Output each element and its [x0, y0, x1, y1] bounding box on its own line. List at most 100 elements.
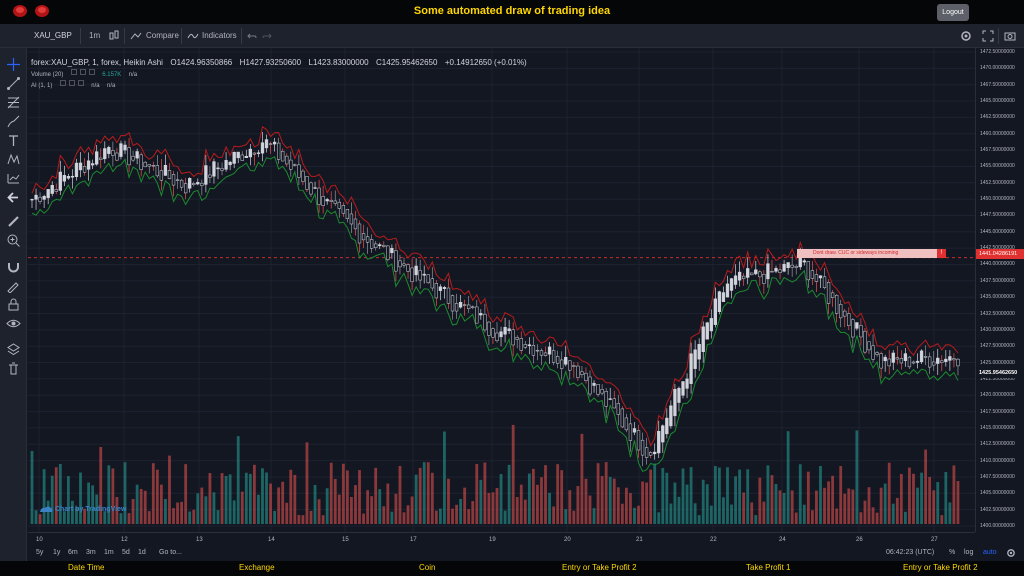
candle-body — [147, 164, 151, 167]
price-chart[interactable] — [28, 48, 975, 532]
volume-bar — [62, 511, 66, 524]
tradingview-watermark[interactable]: Chart by TradingView — [39, 505, 126, 513]
candle-body — [766, 263, 770, 280]
volume-bar — [665, 472, 669, 524]
ruler-icon[interactable] — [6, 214, 21, 229]
range-1d[interactable]: 1d — [138, 549, 146, 556]
eye-icon[interactable] — [59, 79, 66, 86]
logout-button[interactable]: Logout — [937, 4, 969, 21]
candle-body — [681, 381, 685, 396]
back-arrow-icon[interactable] — [6, 190, 21, 205]
volume-bar — [479, 479, 483, 524]
trend-line-icon[interactable] — [6, 76, 21, 91]
range-6m[interactable]: 6m — [68, 549, 78, 556]
candle-body — [709, 318, 713, 332]
crosshair-icon[interactable] — [6, 57, 21, 72]
candle-body — [915, 360, 920, 363]
close-icon[interactable] — [77, 79, 84, 86]
volume-bar — [750, 502, 754, 524]
range-1m[interactable]: 1m — [104, 549, 114, 556]
ai-legend[interactable]: AI (1, 1) n/a n/a — [31, 74, 530, 89]
trade-alert-label[interactable]: Dont draw. CUC or sideways incoming — [797, 249, 937, 258]
range-1y[interactable]: 1y — [53, 549, 61, 556]
text-tool-icon[interactable] — [6, 133, 21, 148]
percent-toggle[interactable]: % — [949, 549, 956, 556]
ai-value: n/a — [91, 83, 100, 89]
price-tick-label: 1462.50000000 — [980, 114, 1015, 121]
candle-body — [463, 304, 467, 306]
candle-body — [394, 250, 398, 272]
main-series-legend[interactable]: forex:XAU_GBP, 1, forex, Heikin Ashi O14… — [31, 52, 530, 67]
settings-icon[interactable] — [68, 79, 75, 86]
time-tick-label: 24 — [779, 537, 786, 543]
compare-icon[interactable] — [130, 24, 142, 48]
interval-selector[interactable]: 1m — [89, 31, 101, 40]
indicators-icon[interactable] — [187, 24, 199, 48]
fullscreen-icon[interactable] — [982, 24, 994, 48]
price-axis[interactable]: 1472.50000000 1470.00000000 1467.50000000 1… — [975, 48, 1024, 532]
candle-body — [107, 147, 111, 154]
settings-icon[interactable] — [1006, 548, 1016, 560]
prediction-tool-icon[interactable] — [6, 171, 21, 186]
lock-icon[interactable] — [6, 297, 21, 312]
eye-icon[interactable] — [6, 316, 21, 331]
candle-body — [155, 165, 159, 177]
chart-type-icon[interactable] — [109, 24, 119, 48]
volume-bar — [273, 510, 277, 524]
compare-button[interactable]: Compare — [146, 31, 179, 40]
volume-bar — [216, 510, 220, 524]
candle-body — [204, 165, 208, 185]
redo-icon[interactable] — [262, 24, 272, 48]
draw-mode-icon[interactable] — [6, 278, 21, 294]
symbol-selector[interactable]: XAU_GBP — [34, 31, 72, 40]
volume-bar — [806, 471, 810, 524]
settings-icon[interactable] — [79, 68, 86, 75]
camera-icon[interactable] — [1004, 24, 1016, 48]
time-axis[interactable]: 10 12 13 14 15 17 19 20 21 22 24 26 27 — [28, 532, 975, 547]
candle-body — [814, 274, 819, 282]
zoom-in-icon[interactable] — [6, 233, 21, 248]
volume-bar — [544, 465, 547, 524]
volume-bar — [762, 501, 766, 524]
trash-icon[interactable] — [6, 361, 21, 376]
candle-body — [919, 350, 924, 363]
settings-icon[interactable] — [960, 24, 972, 48]
candle-body — [685, 378, 689, 389]
volume-bar — [483, 462, 487, 524]
candle-body — [285, 155, 289, 165]
indicators-button[interactable]: Indicators — [202, 31, 237, 40]
volume-bar — [928, 476, 932, 524]
volume-bar — [568, 490, 572, 524]
volume-bar — [75, 507, 78, 524]
candle-body — [822, 276, 827, 288]
volume-bar — [903, 511, 907, 524]
volume-legend[interactable]: Volume (20) 6.157K n/a — [31, 63, 530, 78]
candle-body — [196, 182, 200, 185]
price-tick-label: 1425.00000000 — [980, 359, 1015, 366]
log-toggle[interactable]: log — [964, 549, 974, 556]
range-5y[interactable]: 5y — [36, 549, 44, 556]
magnet-icon[interactable] — [6, 259, 21, 274]
volume-bar — [604, 462, 608, 524]
price-tick-label: 1465.00000000 — [980, 98, 1015, 105]
eye-icon[interactable] — [70, 68, 77, 75]
range-5d[interactable]: 5d — [122, 549, 130, 556]
pattern-tool-icon[interactable] — [6, 152, 21, 167]
layers-icon[interactable] — [6, 342, 21, 357]
auto-toggle[interactable]: auto — [983, 549, 997, 556]
undo-icon[interactable] — [247, 24, 257, 48]
candle-body — [754, 269, 758, 275]
close-icon[interactable] — [88, 68, 95, 75]
candle-body — [733, 275, 738, 285]
candle-body — [608, 398, 612, 400]
goto-button[interactable]: Go to... — [159, 549, 182, 556]
fib-retracement-icon[interactable] — [6, 95, 21, 110]
alert-icon[interactable]: ! — [937, 249, 946, 258]
candle-body — [661, 425, 665, 443]
candle-body — [139, 154, 143, 170]
brush-icon[interactable] — [6, 114, 21, 129]
candle-body — [272, 141, 277, 145]
candle-body — [786, 262, 790, 268]
range-3m[interactable]: 3m — [86, 549, 96, 556]
volume-bar — [236, 436, 240, 524]
